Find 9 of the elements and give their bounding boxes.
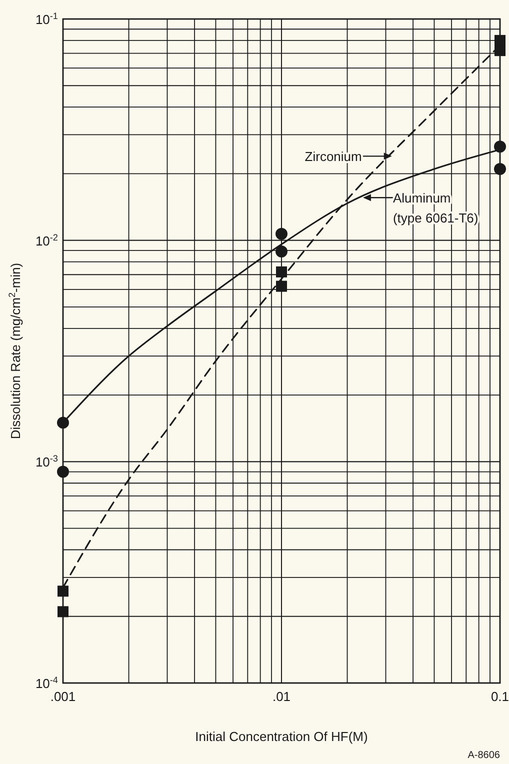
y-tick-label: 10$^{-1}$ xyxy=(35,11,58,27)
y-tick-label: 10$^{-3}$ xyxy=(35,454,58,470)
x-tick-label: .01 xyxy=(272,689,291,704)
y-tick-label: 10$^{-4}$ xyxy=(35,675,58,691)
text: A-8606 xyxy=(468,750,500,761)
x-tick-label: .001 xyxy=(50,689,76,704)
x-axis-title: Initial Concentration Of HF(M) xyxy=(195,729,368,744)
y-tick-label: 10$^{-2}$ xyxy=(35,232,58,248)
x-tick-label: 0.1 xyxy=(490,689,509,704)
